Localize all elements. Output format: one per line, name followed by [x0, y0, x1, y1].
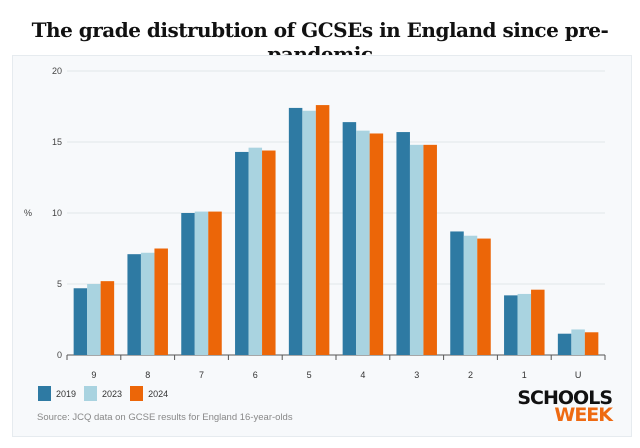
legend-swatch — [38, 386, 51, 401]
bar-2019-U — [557, 333, 572, 355]
x-tick-label: 2 — [468, 370, 473, 380]
legend-item-2023: 2023 — [84, 386, 122, 401]
y-tick-label: 0 — [57, 350, 62, 360]
y-tick-label: 15 — [52, 137, 62, 147]
bar-2023-U — [571, 329, 585, 355]
x-tick-label: 9 — [91, 370, 96, 380]
legend-label: 2024 — [148, 388, 169, 399]
legend: 2019 2023 2024 — [38, 386, 168, 401]
logo-line-2: WEEK — [554, 404, 613, 426]
bar-2023-9 — [87, 284, 101, 355]
x-tick-label: 7 — [199, 370, 204, 380]
x-tick-label: 3 — [414, 370, 419, 380]
bar-2019-1 — [504, 295, 518, 355]
bar-2024-2 — [477, 238, 491, 355]
x-tick-label: 8 — [145, 370, 150, 380]
x-tick-label: 4 — [360, 370, 365, 380]
legend-label: 2019 — [56, 388, 77, 399]
bar-2023-3 — [409, 144, 424, 355]
bar-2019-7 — [181, 213, 195, 355]
bar-2023-5 — [302, 110, 316, 355]
legend-swatch — [84, 386, 98, 401]
y-tick-label: 5 — [57, 279, 62, 289]
bar-2023-6 — [248, 147, 263, 355]
y-tick-label: 20 — [52, 66, 62, 76]
bar-2019-3 — [396, 132, 410, 355]
bar-2024-7 — [208, 211, 222, 355]
bar-2024-3 — [423, 144, 437, 355]
x-tick-label: 6 — [253, 370, 258, 380]
bar-2023-1 — [517, 293, 532, 355]
logo-line-1: SCHOOLS — [517, 387, 613, 409]
bar-2019-5 — [288, 107, 303, 355]
bar-2024-U — [584, 332, 599, 355]
legend-label: 2023 — [102, 388, 123, 399]
x-tick-label: 5 — [307, 370, 312, 380]
x-tick-label: 1 — [522, 370, 527, 380]
bar-2024-9 — [100, 281, 115, 355]
bar-2023-7 — [194, 211, 209, 355]
bar-2024-5 — [315, 105, 330, 355]
x-tick-label: U — [575, 370, 582, 380]
bar-2024-1 — [531, 289, 545, 355]
bar-2024-8 — [154, 248, 168, 355]
bar-2019-2 — [450, 231, 464, 355]
bar-2023-2 — [463, 235, 478, 355]
bar-2024-4 — [369, 133, 384, 355]
bar-2019-8 — [127, 254, 141, 355]
y-tick-label: 10 — [52, 208, 62, 218]
legend-item-2024: 2024 — [130, 386, 168, 401]
legend-item-2019: 2019 — [38, 386, 76, 401]
y-axis-label: % — [24, 208, 32, 218]
bar-2024-6 — [262, 150, 276, 355]
bar-2019-9 — [73, 288, 88, 355]
schools-week-logo: SCHOOLS WEEK — [512, 387, 613, 426]
chart-title: The grade distrubtion of GCSEs in Englan… — [31, 18, 609, 66]
bar-2023-8 — [140, 252, 155, 355]
bar-2023-4 — [356, 130, 370, 355]
bar-2019-4 — [342, 122, 357, 356]
legend-swatch — [130, 386, 144, 401]
bar-2019-6 — [235, 151, 249, 355]
source-note: Source: JCQ data on GCSE results for Eng… — [37, 412, 293, 423]
